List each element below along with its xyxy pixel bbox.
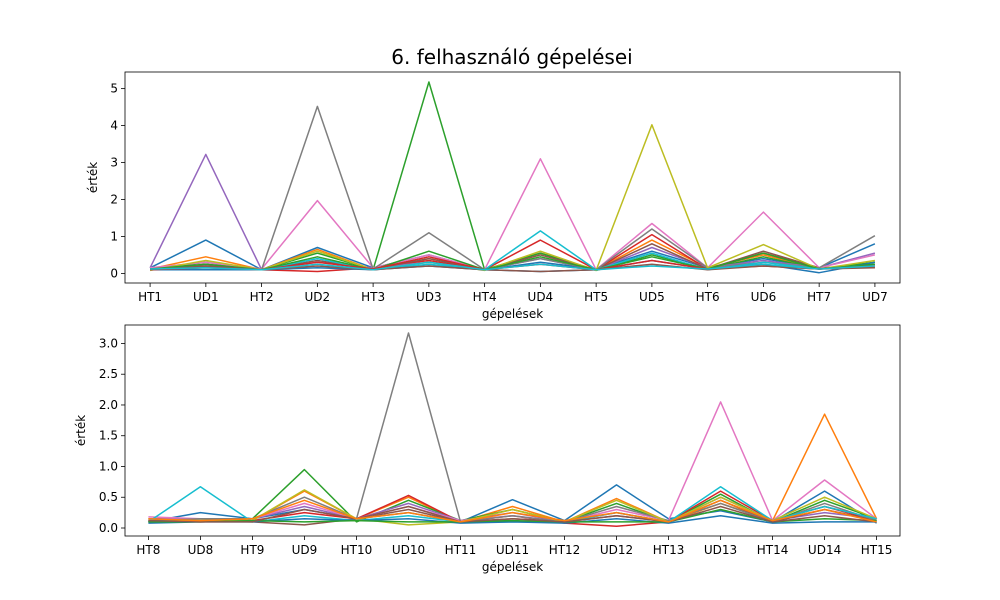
series-line-1-7 <box>150 158 876 271</box>
y-tick-label-1-3: 3 <box>110 156 118 170</box>
x-tick-label-1-UD3: UD3 <box>416 290 442 304</box>
y-tick-label-2-1: 0.5 <box>99 490 118 504</box>
x-tick-label-1-UD1: UD1 <box>193 290 219 304</box>
x-tick-label-2-UD14: UD14 <box>808 543 841 557</box>
series-line-2-8 <box>148 332 877 523</box>
x-tick-label-2-HT10: HT10 <box>341 543 373 557</box>
y-tick-label-1-4: 4 <box>110 119 118 133</box>
chart-title: 6. felhasználó gépelései <box>391 45 632 69</box>
subplot-1: HT1 UD1 HT2 UD2 HT3 UD3 HT4 UD4 HT5 UD5 HT6 UD6 HT7 U… <box>86 71 901 321</box>
series-line-1-12 <box>150 250 875 271</box>
x-tick-label-1-HT6: HT6 <box>696 290 720 304</box>
x-tick-label-2-UD8: UD8 <box>188 543 214 557</box>
x-tick-label-1-HT7: HT7 <box>807 290 831 304</box>
y-tick-label-2-4: 2.0 <box>99 398 118 412</box>
series-line-2-12 <box>148 508 877 523</box>
x-tick-label-1-HT1: HT1 <box>138 290 162 304</box>
x-tick-label-1-UD5: UD5 <box>639 290 665 304</box>
y-tick-label-2-2: 1.0 <box>99 459 118 473</box>
series-line-2-14 <box>148 499 877 523</box>
series-line-1-9 <box>149 124 876 272</box>
x-tick-label-1-UD2: UD2 <box>305 290 331 304</box>
y-tick-label-1-1: 1 <box>110 229 118 243</box>
x-tick-label-2-UD10: UD10 <box>392 543 425 557</box>
y-tick-label-2-3: 1.5 <box>99 429 118 443</box>
y-tick-label-2-0: 0.0 <box>99 521 118 535</box>
x-tick-label-1-HT4: HT4 <box>473 290 497 304</box>
x-axis-label-1: gépelések <box>482 307 543 321</box>
subplots: HT1 UD1 HT2 UD2 HT3 UD3 HT4 UD4 HT5 UD5 HT6 UD6 HT7 U… <box>74 71 901 574</box>
x-tick-label-2-UD13: UD13 <box>704 543 737 557</box>
y-tick-label-2-6: 3.0 <box>99 336 118 350</box>
y-axis-label-1: érték <box>86 162 100 193</box>
x-tick-label-2-UD9: UD9 <box>292 543 318 557</box>
x-tick-label-1-HT5: HT5 <box>584 290 608 304</box>
x-tick-label-2-HT12: HT12 <box>549 543 581 557</box>
x-tick-label-2-HT14: HT14 <box>757 543 789 557</box>
x-tick-label-1-HT2: HT2 <box>250 290 274 304</box>
x-tick-label-2-HT11: HT11 <box>445 543 477 557</box>
series-line-2-13 <box>148 505 877 523</box>
x-tick-label-1-HT3: HT3 <box>361 290 385 304</box>
series-line-1-15 <box>150 261 875 271</box>
y-tick-label-2-5: 2.5 <box>99 367 118 381</box>
x-tick-label-1-UD4: UD4 <box>528 290 554 304</box>
x-tick-label-1-UD7: UD7 <box>862 290 888 304</box>
x-tick-label-2-UD11: UD11 <box>496 543 529 557</box>
y-tick-label-1-5: 5 <box>110 82 118 96</box>
x-tick-label-2-UD12: UD12 <box>600 543 633 557</box>
y-tick-label-1-2: 2 <box>110 192 118 206</box>
series-line-2-9 <box>148 489 877 526</box>
x-tick-label-2-HT9: HT9 <box>240 543 264 557</box>
x-tick-label-1-UD6: UD6 <box>751 290 777 304</box>
y-tick-label-1-0: 0 <box>110 266 118 280</box>
x-tick-label-2-HT15: HT15 <box>861 543 893 557</box>
y-axis-label-2: érték <box>74 415 88 446</box>
x-tick-label-2-HT8: HT8 <box>136 543 160 557</box>
subplot-2: HT8 UD8 HT9 UD9 HT10 UD10 HT11 UD11 HT12 UD12 HT13… <box>74 324 901 574</box>
x-tick-label-2-HT13: HT13 <box>653 543 685 557</box>
x-axis-label-2: gépelések <box>482 560 543 574</box>
axes-frame-1 <box>124 71 901 284</box>
